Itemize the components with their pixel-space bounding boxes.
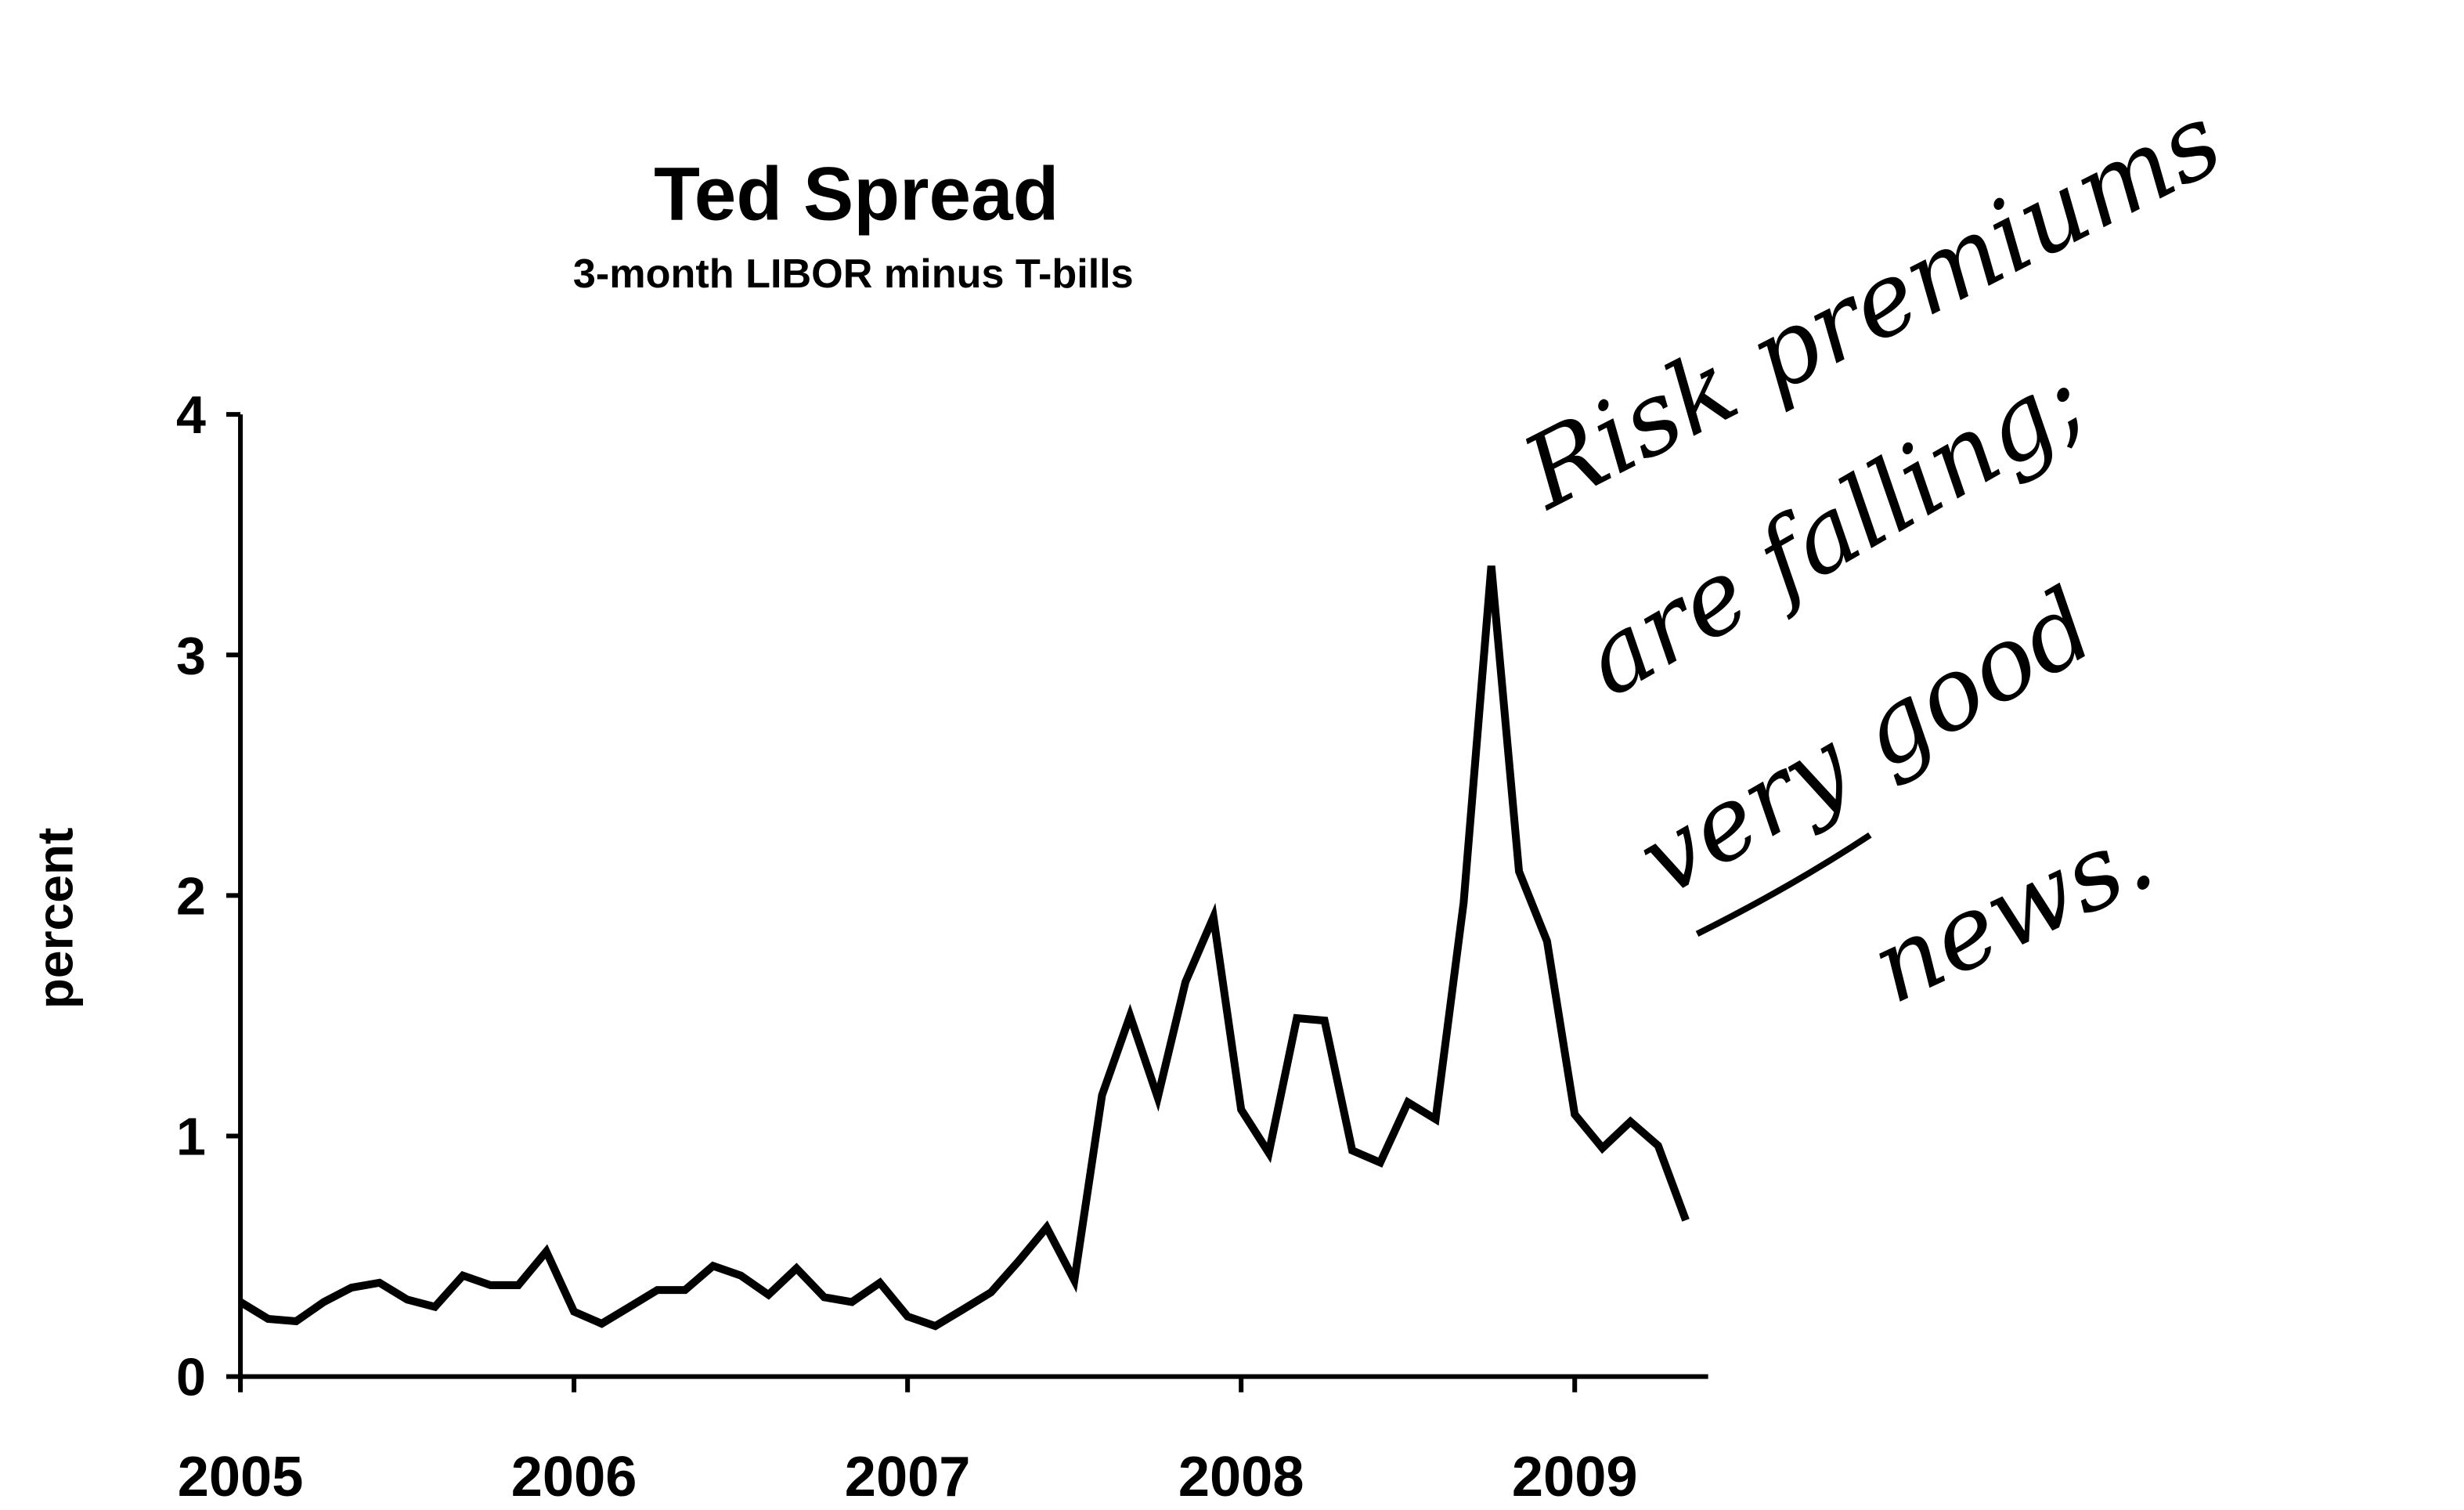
x-tick-label: 2009	[1512, 1446, 1638, 1508]
y-tick-label: 3	[176, 626, 206, 685]
chart-subtitle: 3-month LIBOR minus T-bills	[573, 251, 1134, 297]
y-tick-label: 0	[176, 1348, 206, 1407]
y-tick-label: 4	[176, 385, 206, 445]
x-tick-label: 2007	[845, 1446, 971, 1508]
y-axis-label: percent	[27, 828, 83, 1010]
y-tick-label: 1	[176, 1107, 206, 1167]
x-tick-label: 2008	[1178, 1446, 1304, 1508]
x-tick-label: 2005	[178, 1446, 304, 1508]
annotation-underline	[1695, 832, 1872, 937]
annotation: Risk premiums are falling; very good new…	[1505, 81, 2239, 1027]
y-tick-label: 2	[176, 866, 206, 926]
annotation-line: news.	[1855, 797, 2170, 1026]
chart-title: Ted Spread	[654, 153, 1059, 237]
line-series	[238, 565, 1690, 1331]
x-tick-label: 2006	[511, 1446, 637, 1508]
